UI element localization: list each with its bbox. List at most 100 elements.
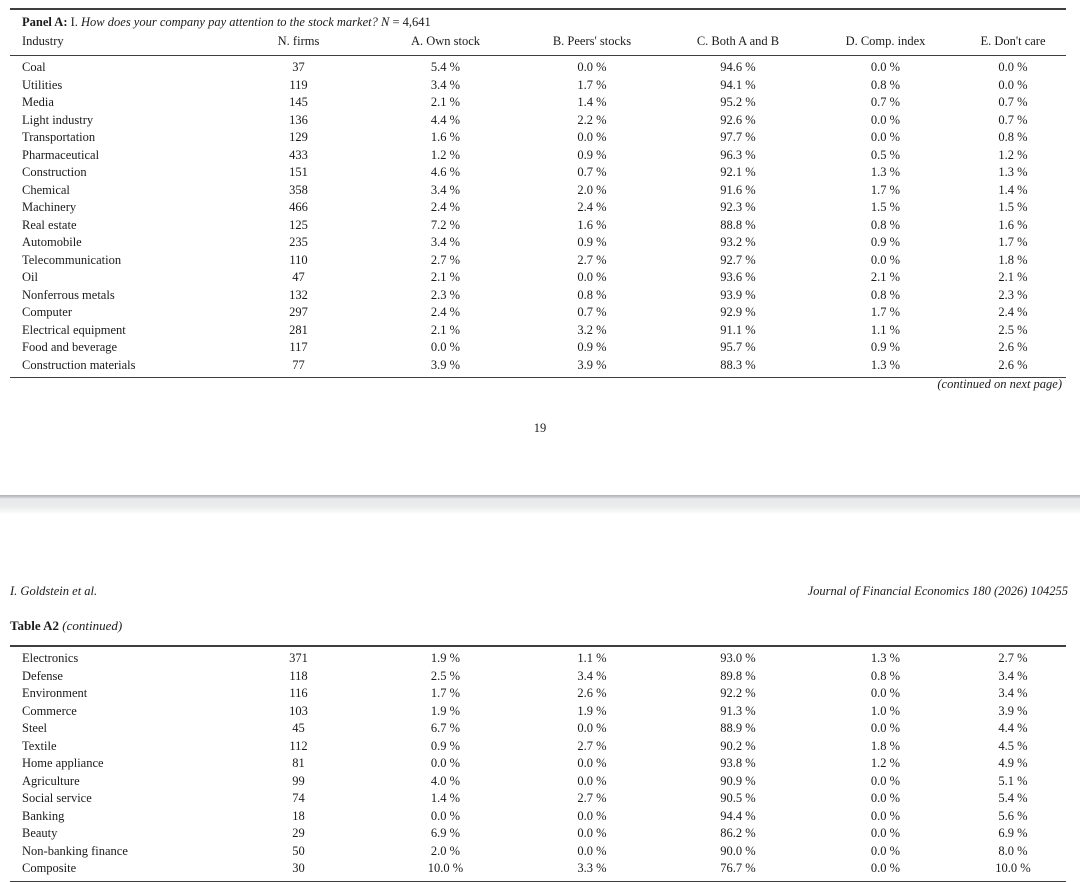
value-cell: 93.6 % xyxy=(720,270,756,284)
table-row: Computer 297 2.4 % 0.7 % 92.9 % 1.7 % 2.4 % xyxy=(10,304,1066,322)
value-cell: 0.0 % xyxy=(577,756,607,770)
value-cell: 0.0 % xyxy=(998,60,1028,74)
value-cell: 1.2 % xyxy=(430,147,461,162)
value-cell: 6.7 % xyxy=(430,721,461,735)
value-cell: 18 xyxy=(292,808,305,823)
value-cell: 99 xyxy=(292,773,305,788)
panel-label: Panel A: xyxy=(22,15,68,29)
value-cell: 0.8 % xyxy=(870,217,901,232)
value-cell: 1.2 % xyxy=(870,756,901,770)
table-row: Beauty 29 6.9 % 0.0 % 86.2 % 0.0 % 6.9 % xyxy=(10,825,1066,843)
value-cell: 3.9 % xyxy=(430,357,461,372)
value-cell: 2.5 % xyxy=(430,668,461,683)
table-a2-caption: Table A2 (continued) xyxy=(10,618,122,634)
table-row: Coal 37 5.4 % 0.0 % 94.6 % 0.0 % 0.0 % xyxy=(10,56,1066,77)
value-cell: 2.7 % xyxy=(577,791,607,805)
value-cell: 3.9 % xyxy=(577,357,607,372)
value-cell: 125 xyxy=(289,217,308,232)
value-cell: 10.0 % xyxy=(995,861,1031,875)
value-cell: 37 xyxy=(292,60,305,74)
value-cell: 0.0 % xyxy=(870,808,901,823)
value-cell: 50 xyxy=(292,843,305,858)
value-cell: 93.9 % xyxy=(720,287,756,302)
value-cell: 1.7 % xyxy=(870,182,901,197)
table-a2-label: Table A2 xyxy=(10,618,60,633)
value-cell: 29 xyxy=(292,826,305,840)
panel-question: How does your company pay attention to t… xyxy=(81,15,378,29)
value-cell: 1.7 % xyxy=(870,305,901,319)
value-cell: 95.7 % xyxy=(720,340,756,354)
value-cell: 4.5 % xyxy=(998,738,1028,753)
value-cell: 2.7 % xyxy=(430,252,461,267)
value-cell: 0.8 % xyxy=(870,287,901,302)
column-header-own-stock: A. Own stock xyxy=(372,32,519,56)
value-cell: 0.0 % xyxy=(577,130,607,144)
value-cell: 2.6 % xyxy=(577,686,607,700)
table-row: Textile 112 0.9 % 2.7 % 90.2 % 1.8 % 4.5 % xyxy=(10,738,1066,756)
industry-cell: Electronics xyxy=(22,651,79,665)
value-cell: 0.7 % xyxy=(577,165,607,179)
value-cell: 10.0 % xyxy=(427,861,464,875)
value-cell: 94.6 % xyxy=(720,60,756,74)
value-cell: 95.2 % xyxy=(720,95,756,109)
value-cell: 2.4 % xyxy=(430,305,461,319)
value-cell: 2.1 % xyxy=(430,322,461,337)
industry-cell: Banking xyxy=(22,808,65,823)
value-cell: 3.4 % xyxy=(998,686,1028,700)
column-header-peers-stocks: B. Peers' stocks xyxy=(519,32,665,56)
value-cell: 88.8 % xyxy=(720,217,756,232)
industry-cell: Non-banking finance xyxy=(22,843,128,858)
value-cell: 5.6 % xyxy=(998,808,1028,823)
table-row: Oil 47 2.1 % 0.0 % 93.6 % 2.1 % 2.1 % xyxy=(10,269,1066,287)
value-cell: 0.7 % xyxy=(998,112,1028,127)
industry-cell: Real estate xyxy=(22,217,77,232)
value-cell: 0.9 % xyxy=(577,235,607,249)
value-cell: 1.3 % xyxy=(870,357,901,372)
value-cell: 4.0 % xyxy=(430,773,461,788)
value-cell: 3.9 % xyxy=(998,703,1028,718)
value-cell: 103 xyxy=(289,703,308,718)
value-cell: 0.0 % xyxy=(430,756,461,770)
industry-cell: Light industry xyxy=(22,112,94,127)
value-cell: 0.0 % xyxy=(870,773,901,788)
value-cell: 3.4 % xyxy=(430,77,461,92)
industry-cell: Construction materials xyxy=(22,357,136,372)
value-cell: 1.7 % xyxy=(998,235,1028,249)
column-header-comp-index: D. Comp. index xyxy=(811,32,960,56)
value-cell: 86.2 % xyxy=(720,826,756,840)
value-cell: 0.0 % xyxy=(577,270,607,284)
value-cell: 0.0 % xyxy=(577,843,607,858)
value-cell: 1.1 % xyxy=(577,651,607,665)
industry-cell: Coal xyxy=(22,60,46,74)
value-cell: 1.6 % xyxy=(998,217,1028,232)
value-cell: 110 xyxy=(289,252,308,267)
table-row: Utilities 119 3.4 % 1.7 % 94.1 % 0.8 % 0.0 % xyxy=(10,77,1066,95)
value-cell: 132 xyxy=(289,287,308,302)
industry-cell: Textile xyxy=(22,738,57,753)
running-head: I. Goldstein et al. Journal of Financial… xyxy=(10,584,1068,599)
value-cell: 96.3 % xyxy=(720,147,756,162)
value-cell: 2.3 % xyxy=(998,287,1028,302)
value-cell: 0.0 % xyxy=(870,861,901,875)
table-row: Commerce 103 1.9 % 1.9 % 91.3 % 1.0 % 3.9 % xyxy=(10,703,1066,721)
value-cell: 1.4 % xyxy=(998,182,1028,197)
value-cell: 0.0 % xyxy=(870,252,901,267)
table-row: Pharmaceutical 433 1.2 % 0.9 % 96.3 % 0.5 % 1.… xyxy=(10,147,1066,165)
table-row: Electronics 371 1.9 % 1.1 % 93.0 % 1.3 % 2.7 % xyxy=(10,646,1066,668)
page-number: 19 xyxy=(533,421,547,435)
industry-cell: Utilities xyxy=(22,77,63,92)
value-cell: 1.0 % xyxy=(870,703,901,718)
value-cell: 1.4 % xyxy=(577,95,607,109)
value-cell: 0.8 % xyxy=(870,77,901,92)
industry-cell: Nonferrous metals xyxy=(22,287,115,302)
table-row: Light industry 136 4.4 % 2.2 % 92.6 % 0.0 % 0.… xyxy=(10,112,1066,130)
industry-cell: Transportation xyxy=(22,130,96,144)
value-cell: 1.2 % xyxy=(998,147,1028,162)
value-cell: 297 xyxy=(289,305,308,319)
industry-cell: Environment xyxy=(22,686,88,700)
value-cell: 5.4 % xyxy=(998,791,1028,805)
table-row: Media 145 2.1 % 1.4 % 95.2 % 0.7 % 0.7 % xyxy=(10,94,1066,112)
value-cell: 0.0 % xyxy=(870,791,901,805)
value-cell: 5.1 % xyxy=(998,773,1028,788)
value-cell: 1.3 % xyxy=(870,165,901,179)
